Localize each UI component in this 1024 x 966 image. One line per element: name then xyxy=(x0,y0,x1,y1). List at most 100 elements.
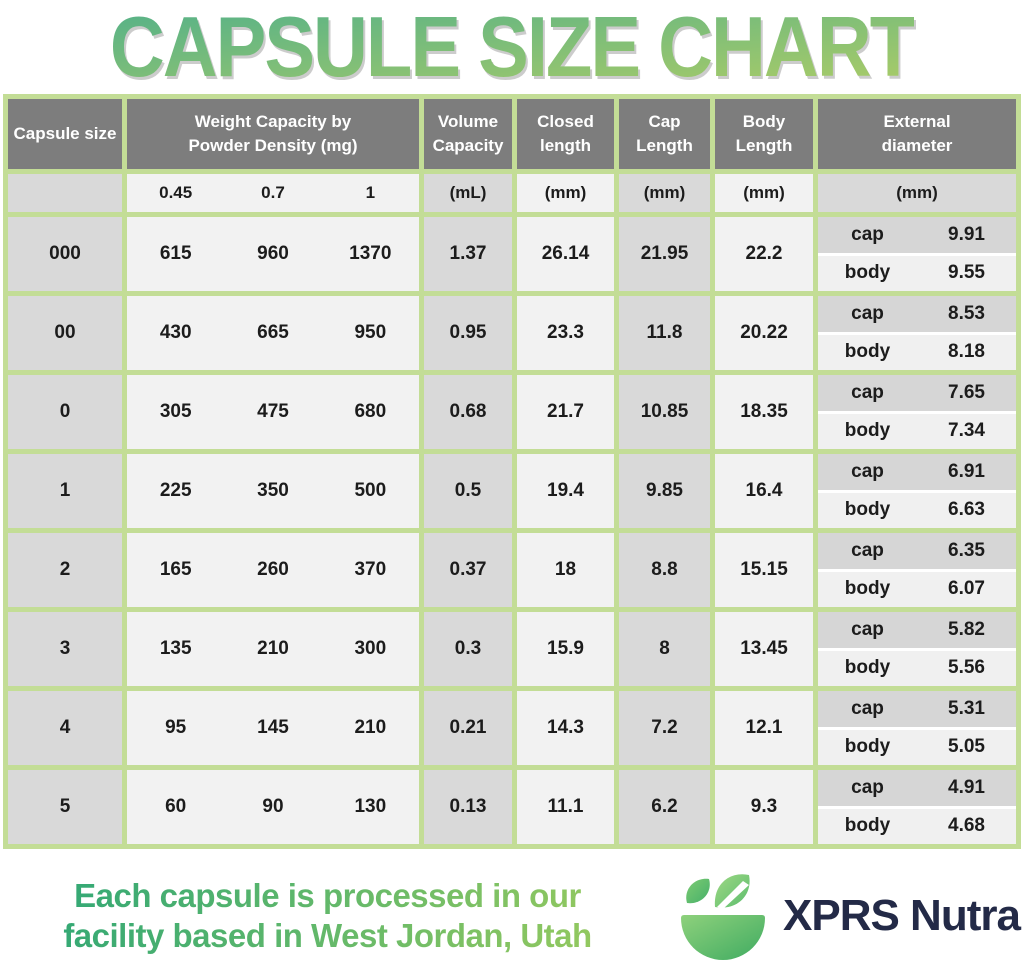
volume-capacity-cell: 0.21 xyxy=(424,691,512,765)
weight-at-0.7-value: 665 xyxy=(257,322,289,343)
cap-length-cell: 10.85 xyxy=(619,375,710,449)
ext-cap-label: cap xyxy=(851,697,884,719)
brand-name: XPRS Nutra xyxy=(783,891,1021,940)
table-body: Capsule size Weight Capacity by Powder D… xyxy=(8,99,1016,844)
weight-at-0.45-value: 135 xyxy=(159,638,192,659)
closed-length-cell: 15.9 xyxy=(517,612,614,686)
brand-logo-group: XPRS Nutra xyxy=(673,869,1021,963)
table-row: 3 135 210 300 0.3 15.9 8 13.45 cap 5.82 … xyxy=(8,612,1016,686)
volume-capacity-cell: 0.68 xyxy=(424,375,512,449)
capsule-size-cell: 3 xyxy=(8,612,122,686)
weight-capacity-cell: 60 90 130 xyxy=(127,770,419,844)
ext-cap-value: 7.65 xyxy=(948,381,985,403)
body-length-cell: 12.1 xyxy=(715,691,813,765)
footer-tagline: Each capsule is processed in our facilit… xyxy=(0,876,655,957)
ext-body-value: 6.63 xyxy=(948,499,985,521)
ext-cap-label: cap xyxy=(851,302,884,324)
capsule-size-cell: 00 xyxy=(8,296,122,370)
unit-row: 0.45 0.7 1 (mL) (mm) (mm) (mm) (mm) xyxy=(8,174,1016,212)
external-diameter-cap-subrow: cap 6.91 xyxy=(818,454,1016,490)
ext-cap-value: 6.35 xyxy=(948,539,985,561)
weight-at-1-value: 130 xyxy=(354,796,387,817)
table-row: 1 225 350 500 0.5 19.4 9.85 16.4 cap 6.9… xyxy=(8,454,1016,528)
external-diameter-cap-subrow: cap 5.82 xyxy=(818,612,1016,648)
header-external-diameter: External diameter xyxy=(818,99,1016,169)
ext-cap-value: 5.31 xyxy=(948,697,985,719)
body-length-cell: 18.35 xyxy=(715,375,813,449)
weight-at-1-value: 680 xyxy=(354,401,387,422)
page-title-text: CAPSULE SIZE CHART xyxy=(109,0,916,95)
body-length-cell: 20.22 xyxy=(715,296,813,370)
ext-body-label: body xyxy=(844,578,891,600)
weight-at-0.45-value: 305 xyxy=(159,401,192,422)
closed-length-cell: 11.1 xyxy=(517,770,614,844)
unit-capsule-size xyxy=(8,174,122,212)
ext-body-value: 5.05 xyxy=(948,736,985,758)
weight-at-0.7-value: 90 xyxy=(262,796,284,817)
header-row: Capsule size Weight Capacity by Powder D… xyxy=(8,99,1016,169)
weight-capacity-cell: 95 145 210 xyxy=(127,691,419,765)
unit-cap-length: (mm) xyxy=(619,174,710,212)
ext-body-label: body xyxy=(844,499,891,521)
table-row: 000 615 960 1370 1.37 26.14 21.95 22.2 c… xyxy=(8,217,1016,291)
external-diameter-body-subrow: body 8.18 xyxy=(818,331,1016,370)
density-1-label: 1 xyxy=(365,183,376,202)
table-row: 2 165 260 370 0.37 18 8.8 15.15 cap 6.35… xyxy=(8,533,1016,607)
external-diameter-cap-subrow: cap 7.65 xyxy=(818,375,1016,411)
external-diameter-cell: cap 5.31 body 5.05 xyxy=(818,691,1016,765)
cap-length-cell: 21.95 xyxy=(619,217,710,291)
weight-at-0.7-value: 210 xyxy=(257,638,289,659)
external-diameter-cell: cap 7.65 body 7.34 xyxy=(818,375,1016,449)
ext-cap-label: cap xyxy=(851,460,884,482)
closed-length-cell: 19.4 xyxy=(517,454,614,528)
ext-body-label: body xyxy=(844,736,891,758)
ext-body-label: body xyxy=(844,341,891,363)
ext-cap-value: 6.91 xyxy=(948,460,985,482)
ext-body-label: body xyxy=(844,262,891,284)
table-row: 0 305 475 680 0.68 21.7 10.85 18.35 cap … xyxy=(8,375,1016,449)
ext-cap-value: 4.91 xyxy=(948,776,985,798)
weight-at-0.7-value: 960 xyxy=(257,243,289,264)
weight-at-0.45-value: 615 xyxy=(159,243,192,264)
weight-at-1-value: 500 xyxy=(354,480,387,501)
header-capsule-size: Capsule size xyxy=(8,99,122,169)
cap-length-cell: 9.85 xyxy=(619,454,710,528)
unit-volume: (mL) xyxy=(424,174,512,212)
volume-capacity-cell: 0.3 xyxy=(424,612,512,686)
weight-capacity-cell: 135 210 300 xyxy=(127,612,419,686)
capsule-size-cell: 2 xyxy=(8,533,122,607)
ext-cap-value: 8.53 xyxy=(948,302,985,324)
unit-weight-densities: 0.45 0.7 1 xyxy=(127,174,419,212)
ext-body-label: body xyxy=(844,657,891,679)
body-length-cell: 22.2 xyxy=(715,217,813,291)
unit-closed-length: (mm) xyxy=(517,174,614,212)
ext-body-value: 4.68 xyxy=(948,815,985,837)
weight-at-0.7-value: 350 xyxy=(257,480,289,501)
header-weight-capacity: Weight Capacity by Powder Density (mg) xyxy=(127,99,419,169)
closed-length-cell: 26.14 xyxy=(517,217,614,291)
external-diameter-cap-subrow: cap 4.91 xyxy=(818,770,1016,806)
weight-at-0.45-value: 165 xyxy=(159,559,192,580)
ext-body-value: 8.18 xyxy=(948,341,985,363)
table-row: 00 430 665 950 0.95 23.3 11.8 20.22 cap … xyxy=(8,296,1016,370)
cap-length-cell: 8.8 xyxy=(619,533,710,607)
volume-capacity-cell: 0.37 xyxy=(424,533,512,607)
header-cap-length: Cap Length xyxy=(619,99,710,169)
weight-capacity-cell: 430 665 950 xyxy=(127,296,419,370)
table-row: 5 60 90 130 0.13 11.1 6.2 9.3 cap 4.91 b… xyxy=(8,770,1016,844)
cap-length-cell: 7.2 xyxy=(619,691,710,765)
ext-body-value: 6.07 xyxy=(948,578,985,600)
body-length-cell: 13.45 xyxy=(715,612,813,686)
capsule-size-cell: 0 xyxy=(8,375,122,449)
ext-cap-label: cap xyxy=(851,381,884,403)
external-diameter-cap-subrow: cap 5.31 xyxy=(818,691,1016,727)
ext-body-value: 5.56 xyxy=(948,657,985,679)
weight-at-0.7-value: 475 xyxy=(257,401,289,422)
weight-at-1-value: 370 xyxy=(354,559,387,580)
density-0.45-label: 0.45 xyxy=(159,183,193,202)
cap-length-cell: 8 xyxy=(619,612,710,686)
ext-body-value: 9.55 xyxy=(948,262,985,284)
ext-body-label: body xyxy=(844,815,891,837)
ext-cap-label: cap xyxy=(851,223,884,245)
weight-capacity-cell: 165 260 370 xyxy=(127,533,419,607)
